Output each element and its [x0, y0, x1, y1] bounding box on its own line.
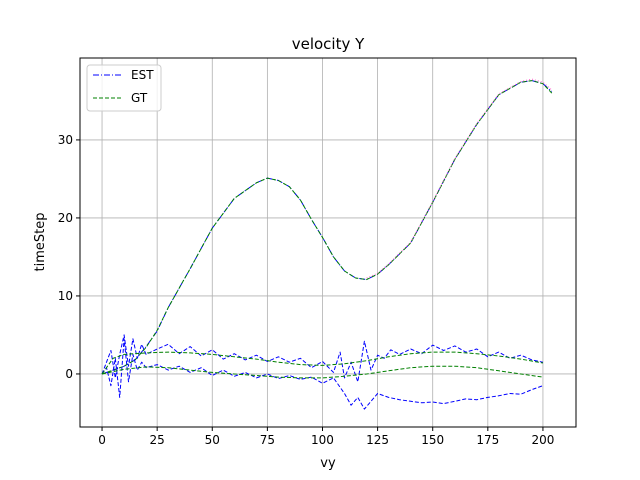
- legend: EST GT: [86, 64, 162, 112]
- x-tick-label: 100: [311, 433, 334, 447]
- legend-box: [86, 64, 162, 112]
- series-line-5: [101, 365, 543, 379]
- x-tick-label: 75: [260, 433, 275, 447]
- y-tick-label: 10: [58, 289, 73, 303]
- legend-label-gt: GT: [131, 91, 148, 105]
- x-tick-label: 25: [150, 433, 165, 447]
- x-tick-label: 200: [531, 433, 554, 447]
- x-tick-label: 125: [366, 433, 389, 447]
- legend-label-est: EST: [131, 68, 154, 82]
- series-line-4: [101, 351, 543, 375]
- series-line-1: [101, 80, 553, 375]
- x-axis-label: vy: [320, 456, 336, 471]
- x-tick-label: 175: [476, 433, 499, 447]
- chart-title: velocity Y: [292, 35, 365, 53]
- plot-frame: [79, 57, 577, 428]
- ticks: 0 25 50 75 100 125 150 175 200 0 10 20 30: [58, 133, 555, 447]
- series-group: [101, 78, 553, 410]
- y-axis-label: timeStep: [33, 213, 48, 272]
- y-tick-label: 20: [58, 211, 73, 225]
- x-tick-label: 0: [98, 433, 106, 447]
- y-tick-label: 0: [65, 367, 73, 381]
- x-tick-label: 50: [205, 433, 220, 447]
- x-tick-label: 150: [421, 433, 444, 447]
- y-tick-label: 30: [58, 133, 73, 147]
- grid: [80, 58, 576, 427]
